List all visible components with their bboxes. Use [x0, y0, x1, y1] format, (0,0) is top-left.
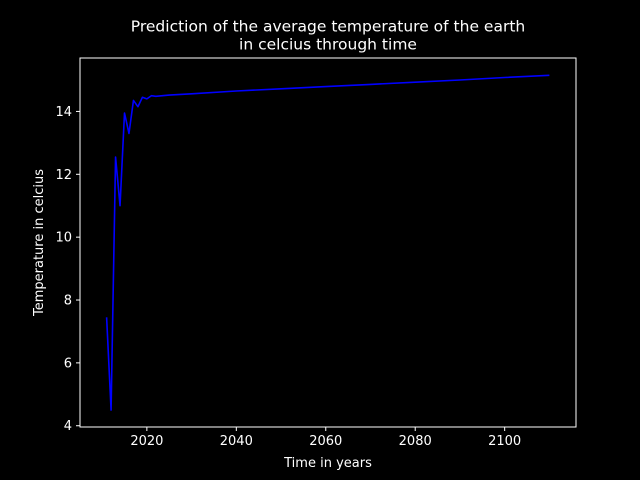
y-tick-label: 6	[64, 356, 72, 371]
x-tick-label: 2040	[220, 434, 253, 449]
x-tick-label: 2060	[309, 434, 342, 449]
chart-title-line-1: Prediction of the average temperature of…	[131, 18, 525, 36]
axes-frame	[79, 57, 577, 428]
y-tick-label: 12	[55, 168, 72, 183]
x-axis: 2020 2040 2060 2080 2100	[130, 427, 521, 449]
y-tick-label: 4	[64, 419, 72, 434]
y-tick-label: 8	[64, 294, 72, 309]
y-tick-label: 14	[55, 105, 72, 120]
plot-area	[105, 74, 550, 411]
x-tick-label: 2100	[488, 434, 521, 449]
y-axis: 4 6 8 10 12 14	[55, 105, 80, 434]
x-tick-label: 2080	[399, 434, 432, 449]
y-tick-label: 10	[55, 231, 72, 246]
x-axis-label: Time in years	[283, 456, 372, 471]
chart-title-line-2: in celcius through time	[239, 36, 417, 54]
x-tick-label: 2020	[130, 434, 163, 449]
y-axis-label: Temperature in celcius	[32, 169, 47, 317]
series-line-0	[105, 74, 550, 411]
chart-title: Prediction of the average temperature of…	[131, 18, 525, 54]
